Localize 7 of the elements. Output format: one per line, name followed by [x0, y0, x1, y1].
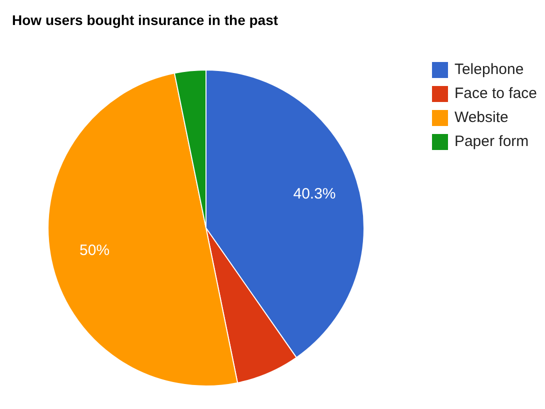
legend-label: Face to face [454, 84, 537, 104]
data-label: 40.3% [293, 185, 336, 202]
legend-label: Paper form [454, 132, 529, 152]
legend-label: Website [454, 108, 508, 128]
chart-title: How users bought insurance in the past [12, 12, 278, 28]
data-label: 50% [80, 242, 110, 260]
legend-label: Telephone [454, 60, 524, 80]
